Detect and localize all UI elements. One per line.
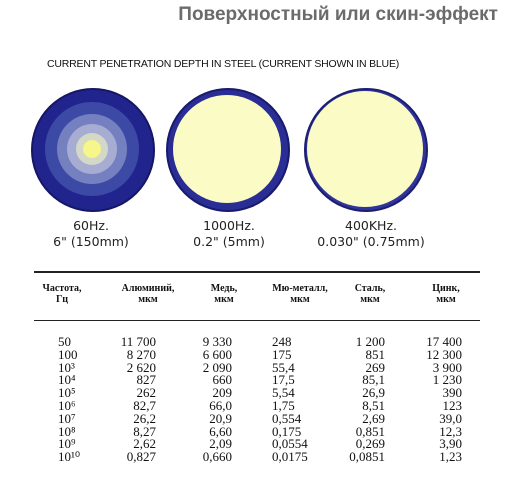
- table-cell: 8 270: [126, 346, 156, 362]
- circle-400khz-label: 400KHz. 0.030" (0.75mm): [301, 218, 441, 250]
- table-cell: 26,2: [133, 410, 156, 426]
- table-cell: 39,0: [439, 410, 462, 426]
- circle-60hz-label: 60Hz. 6" (150mm): [21, 218, 161, 250]
- table-cell: 10⁵: [58, 385, 76, 401]
- table-cell: 2,69: [362, 410, 385, 426]
- table-cell: 1,23: [439, 449, 462, 465]
- circle-60hz-depth: 6" (150mm): [53, 234, 129, 249]
- table-header-cell: Цинк, мкм: [432, 283, 460, 305]
- table-cell: 12 300: [426, 346, 462, 362]
- circle-1000hz-depth: 0.2" (5mm): [193, 234, 265, 249]
- table-cell: 2,62: [133, 436, 156, 452]
- table-cell: 8,51: [362, 398, 385, 413]
- table-header-cell: Сталь, мкм: [354, 283, 386, 305]
- table-cell: 85,1: [362, 372, 385, 388]
- circle-1000hz-label: 1000Hz. 0.2" (5mm): [159, 218, 299, 250]
- table-cell: 6,60: [209, 423, 232, 439]
- table-cell: 10⁷: [58, 410, 76, 426]
- table-header-rule: [34, 320, 480, 321]
- table-cell: 3 900: [432, 359, 462, 375]
- circle-400khz-frequency: 400KHz.: [345, 218, 397, 233]
- slide-title: Поверхностный или скин-эффект: [178, 4, 498, 25]
- table-cell: 1 230: [432, 372, 462, 388]
- table-cell: 0,554: [272, 410, 302, 426]
- table-cell: 10⁶: [58, 398, 76, 413]
- table-cell: 10⁴: [58, 372, 76, 388]
- table-cell: 2 620: [126, 359, 156, 375]
- table-cell: 262: [136, 385, 157, 401]
- table-cell: 55,4: [272, 359, 295, 375]
- table-cell: 175: [272, 346, 292, 362]
- table-cell: 0,660: [202, 449, 232, 465]
- table-cell: 1 200: [355, 334, 385, 349]
- table-cell: 851: [365, 346, 386, 362]
- table-cell: 209: [212, 385, 233, 401]
- table-cell: 248: [272, 334, 292, 349]
- table-cell: 20,9: [209, 410, 232, 426]
- table-cell: 10¹⁰: [58, 449, 81, 465]
- figure-caption: CURRENT PENETRATION DEPTH IN STEEL (CURR…: [47, 58, 400, 70]
- circle-60hz: [31, 88, 155, 212]
- circle-60hz-frequency: 60Hz.: [73, 218, 109, 233]
- table-cell: 10⁸: [58, 423, 76, 439]
- table-cell: 8,27: [133, 423, 156, 439]
- table-cell: 82,7: [133, 398, 156, 413]
- table-cell: 1,75: [272, 398, 295, 413]
- table-cell: 17 400: [426, 334, 462, 349]
- table-cell: 660: [212, 372, 233, 388]
- table-cell: 2 090: [202, 359, 232, 375]
- table-cell: 10⁹: [58, 436, 76, 452]
- table-cell: 50: [58, 334, 71, 349]
- table-cell: 2,09: [209, 436, 232, 452]
- table-cell: 3,90: [439, 436, 462, 452]
- table-header-cell: Алюминий, мкм: [121, 283, 175, 305]
- circle-1000hz-frequency: 1000Hz.: [203, 218, 255, 233]
- circle-1000hz: [166, 88, 290, 212]
- table-cell: 12,3: [439, 423, 462, 439]
- table-cell: 0,827: [126, 449, 156, 465]
- table-cell: 827: [136, 372, 157, 388]
- table-cell: 0,0851: [349, 449, 385, 465]
- table-cell: 9 330: [202, 334, 232, 349]
- table-cell: 66,0: [209, 398, 232, 413]
- table-header-cell: Частота, Гц: [42, 283, 82, 305]
- circle-400khz: [304, 88, 428, 212]
- penetration-figure: CURRENT PENETRATION DEPTH IN STEEL (CURR…: [28, 48, 432, 263]
- table-cell: 123: [442, 398, 463, 413]
- table-cell: 26,9: [362, 385, 385, 401]
- table-cell: 100: [58, 346, 78, 362]
- table-cell: 390: [442, 385, 463, 401]
- table-cell: 5,54: [272, 385, 295, 401]
- table-header-cell: Мю-металл, мкм: [272, 283, 328, 305]
- table-cell: 17,5: [272, 372, 295, 388]
- table-cell: 0,851: [355, 423, 385, 439]
- table-cell: 6 600: [202, 346, 232, 362]
- table-cell: 0,269: [355, 436, 385, 452]
- circle-400khz-depth: 0.030" (0.75mm): [317, 234, 425, 249]
- table-top-rule: [34, 271, 480, 273]
- table-cell: 10³: [58, 359, 75, 375]
- table-cell: 0,175: [272, 423, 302, 439]
- table-cell: 0,0554: [272, 436, 308, 452]
- table-cell: 269: [365, 359, 386, 375]
- table-cell: 0,0175: [272, 449, 308, 465]
- table-header-cell: Медь, мкм: [210, 283, 238, 305]
- table-cell: 11 700: [120, 334, 156, 349]
